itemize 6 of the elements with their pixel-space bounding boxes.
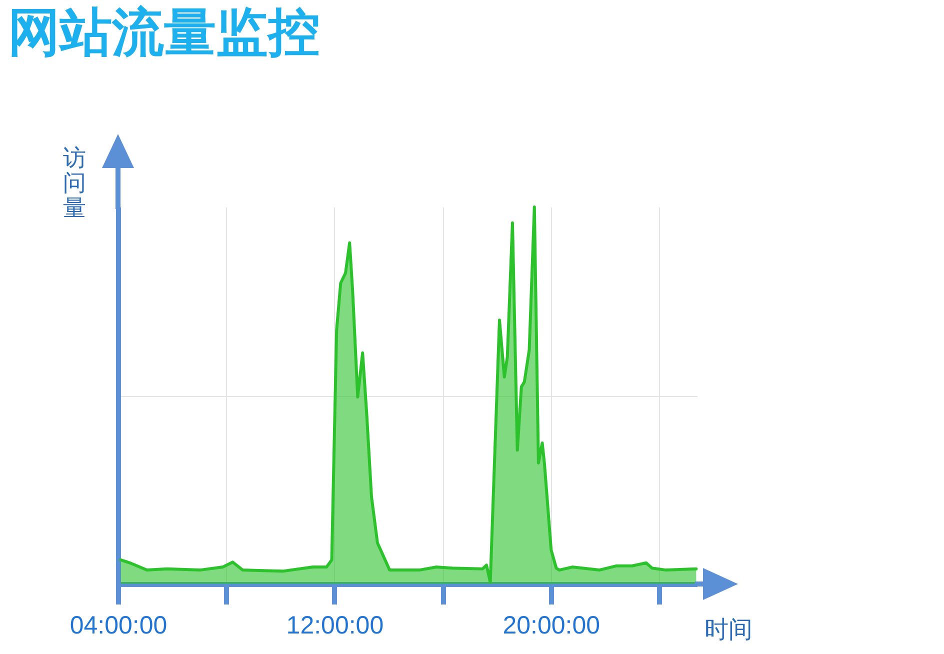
x-tick-label: 04:00:00: [70, 612, 168, 640]
y-axis-title: 访问量: [63, 144, 86, 220]
x-tick-label: 12:00:00: [286, 612, 384, 640]
chart-title: 网站流量监控: [8, 4, 320, 62]
x-axis-title: 时间: [704, 616, 752, 644]
x-tick-label: 20:00:00: [502, 612, 600, 640]
